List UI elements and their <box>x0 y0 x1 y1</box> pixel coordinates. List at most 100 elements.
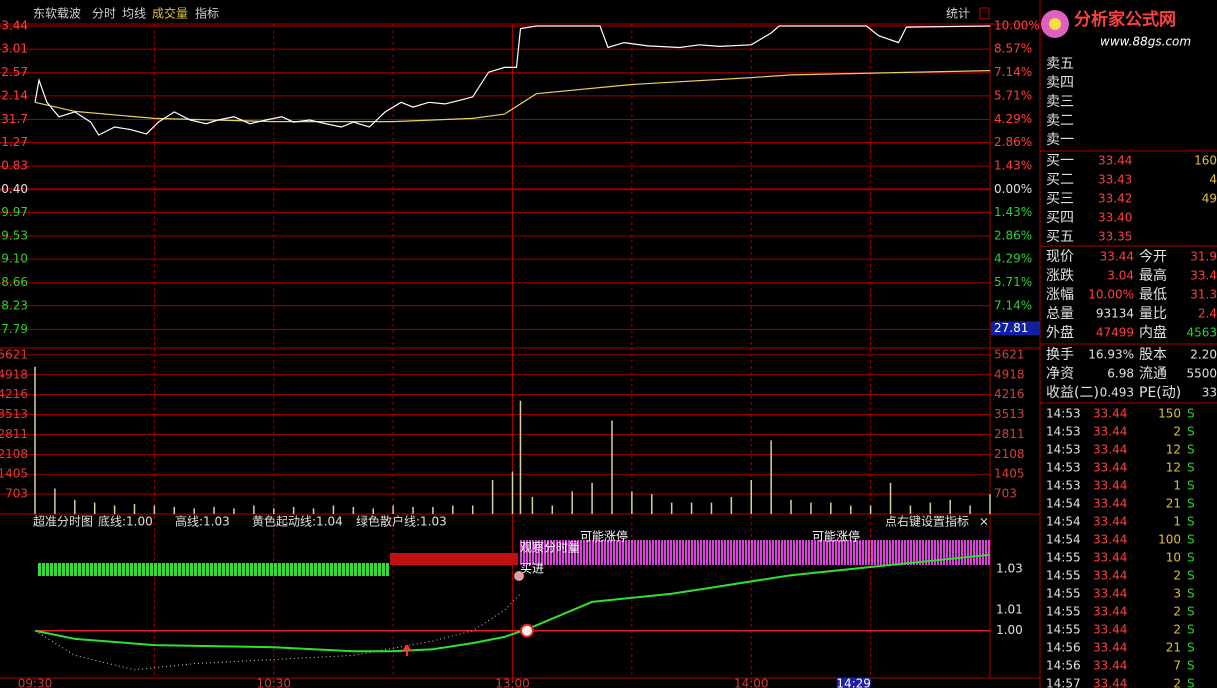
signal-bar-magenta <box>880 540 882 565</box>
signal-bar-magenta <box>760 540 762 565</box>
buy-label: 买一 <box>1046 153 1074 169</box>
signal-bar-magenta <box>661 540 663 565</box>
volume-tick-label: 5621 <box>0 347 28 361</box>
signal-bar-magenta <box>544 540 546 565</box>
signal-bar-magenta <box>835 540 837 565</box>
buy-volume: 49 <box>1202 192 1217 206</box>
quote-label: 最低 <box>1139 287 1167 303</box>
signal-bar-green <box>170 563 173 576</box>
signal-bar-green <box>74 563 77 576</box>
signal-bar-green <box>242 563 245 576</box>
signal-bar-magenta <box>958 540 960 565</box>
quote-label: 流通 <box>1139 366 1167 382</box>
sell-label: 卖三 <box>1046 94 1074 110</box>
signal-bar-green <box>82 563 85 576</box>
signal-bar-magenta <box>850 540 852 565</box>
signal-bar-green <box>102 563 105 576</box>
pct-tick-label: 5.71% <box>994 275 1032 289</box>
signal-bar-magenta <box>604 540 606 565</box>
price-tick-label: 29.10 <box>0 252 28 266</box>
signal-bar-magenta <box>814 540 816 565</box>
buy-price: 33.40 <box>1098 211 1132 225</box>
window-button[interactable] <box>979 7 990 20</box>
trade-price: 33.44 <box>1093 551 1127 565</box>
signal-bar-magenta <box>640 540 642 565</box>
signal-bar-magenta <box>676 540 678 565</box>
time-tick-label: 10:30 <box>256 677 291 688</box>
quote-label: 今开 <box>1139 249 1167 265</box>
volume-tick-label: 2108 <box>0 447 28 461</box>
signal-bar-green <box>150 563 153 576</box>
price-tick-label: 28.23 <box>0 298 28 312</box>
signal-bar-magenta <box>898 540 900 565</box>
tab[interactable]: 成交量 <box>152 6 188 21</box>
volume-tick-label: 1405 <box>0 467 28 481</box>
signal-bar-magenta <box>943 540 945 565</box>
signal-bar-magenta <box>847 540 849 565</box>
signal-bar-magenta <box>538 540 540 565</box>
signal-bar-magenta <box>694 540 696 565</box>
signal-bar-magenta <box>853 540 855 565</box>
signal-bar-magenta <box>895 540 897 565</box>
price-line <box>34 25 991 136</box>
price-tick-label: 29.53 <box>0 228 28 242</box>
signal-bar-magenta <box>637 540 639 565</box>
trade-side: S <box>1187 425 1195 439</box>
signal-bar-magenta <box>787 540 789 565</box>
signal-bar-magenta <box>532 540 534 565</box>
pct-tick-label: 7.14% <box>994 298 1032 312</box>
signal-bar-green <box>246 563 249 576</box>
pct-tick-label: 0.00% <box>994 182 1032 196</box>
signal-bar-magenta <box>616 540 618 565</box>
signal-bar-magenta <box>766 540 768 565</box>
tab[interactable]: 分时 <box>92 7 116 21</box>
price-tick-label: 30.83 <box>0 159 28 173</box>
trade-side: S <box>1187 551 1195 565</box>
volume-tick-label: 4216 <box>994 387 1025 401</box>
signal-bar-magenta <box>907 540 909 565</box>
trade-volume: 150 <box>1158 407 1181 421</box>
signal-bar-magenta <box>967 540 969 565</box>
quote-value: 31.9 <box>1190 250 1217 264</box>
trade-time: 14:56 <box>1046 641 1081 655</box>
signal-bar-magenta <box>949 540 951 565</box>
signal-bar-magenta <box>667 540 669 565</box>
signal-bar-magenta <box>946 540 948 565</box>
time-tick-label: 14:00 <box>734 677 769 688</box>
indicator-close[interactable]: × <box>979 515 989 529</box>
trade-time: 14:55 <box>1046 587 1081 601</box>
signal-bar-magenta <box>937 540 939 565</box>
avg-line <box>34 70 991 123</box>
trade-side: S <box>1187 407 1195 421</box>
stats-button[interactable]: 统计 <box>946 7 970 21</box>
signal-bar-magenta <box>763 540 765 565</box>
signal-bar-magenta <box>931 540 933 565</box>
signal-bar-green <box>330 563 333 576</box>
signal-bar-magenta <box>559 540 561 565</box>
signal-bar-green <box>374 563 377 576</box>
signal-bar-magenta <box>709 540 711 565</box>
trade-volume: 7 <box>1173 659 1181 673</box>
signal-bar-green <box>254 563 257 576</box>
time-cursor-label: 14:29 <box>836 677 871 688</box>
signal-bar-magenta <box>865 540 867 565</box>
signal-bar-green <box>258 563 261 576</box>
trade-side: S <box>1187 461 1195 475</box>
volume-tick-label: 5621 <box>994 347 1025 361</box>
signal-bar-green <box>266 563 269 576</box>
tab[interactable]: 均线 <box>122 7 146 21</box>
signal-bar-red <box>390 553 518 565</box>
signal-bar-magenta <box>862 540 864 565</box>
signal-bar-green <box>282 563 285 576</box>
signal-bar-magenta <box>682 540 684 565</box>
signal-bar-magenta <box>817 540 819 565</box>
indicator-hint[interactable]: 点右键设置指标 <box>885 514 969 529</box>
signal-bar-green <box>62 563 65 576</box>
signal-bar-magenta <box>619 540 621 565</box>
signal-bar-green <box>38 563 41 576</box>
signal-bar-green <box>186 563 189 576</box>
logo-icon <box>1049 18 1061 30</box>
tab[interactable]: 指标 <box>195 6 219 21</box>
signal-bar-magenta <box>523 540 525 565</box>
trade-price: 33.44 <box>1093 515 1127 529</box>
